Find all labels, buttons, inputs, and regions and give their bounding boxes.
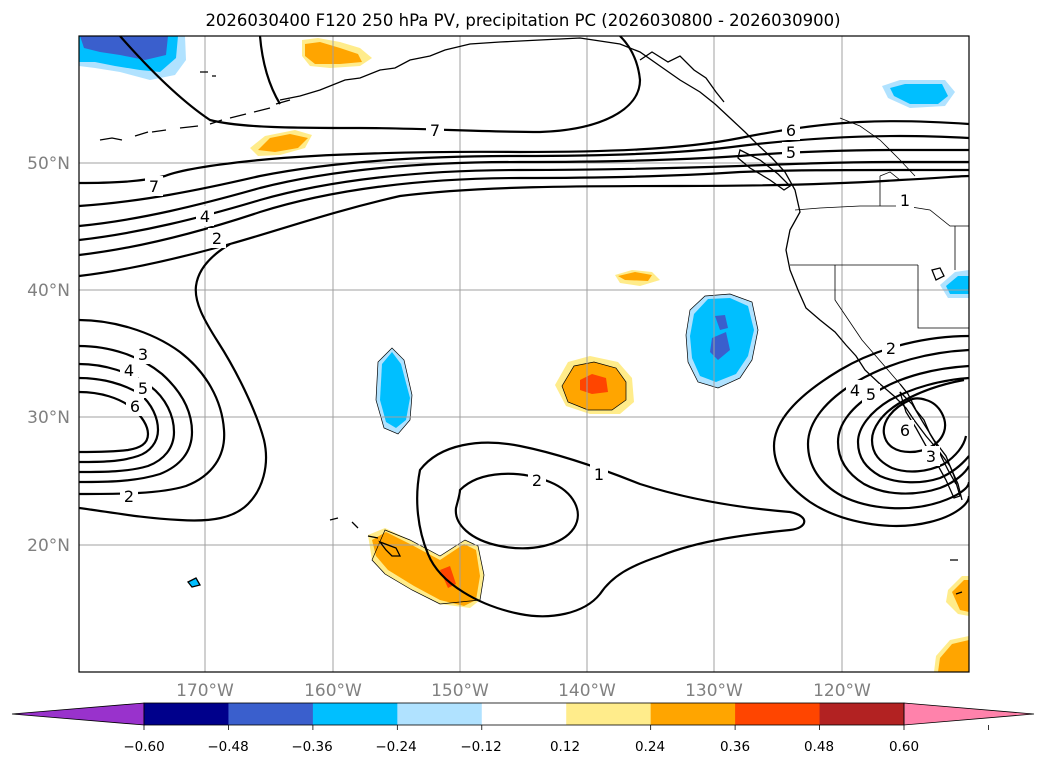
contour-label: 3 xyxy=(926,447,936,466)
colorbar-tick-label: −0.60 xyxy=(123,739,164,755)
colorbar-segment xyxy=(566,703,652,725)
colorbar-segment xyxy=(481,703,567,725)
lat-label: 30°N xyxy=(27,408,70,428)
coastlines xyxy=(99,37,963,595)
colorbar-tick-label: −0.12 xyxy=(460,739,501,755)
contour-labels: 4 2 7 7 6 5 1 3 4 5 6 2 1 2 2 4 5 6 3 xyxy=(120,120,940,506)
contour-label: 2 xyxy=(212,229,222,248)
latitude-labels: 50°N 40°N 30°N 20°N xyxy=(27,154,70,556)
colorbar-segment xyxy=(735,703,821,725)
contour-label: 2 xyxy=(886,339,896,358)
lon-label: 160°W xyxy=(304,681,362,701)
lon-label: 170°W xyxy=(176,681,234,701)
contour-label: 7 xyxy=(149,177,159,196)
contour-label: 1 xyxy=(900,191,910,210)
lat-label: 50°N xyxy=(27,154,70,174)
contour-label: 1 xyxy=(594,465,604,484)
contour-label: 2 xyxy=(124,487,134,506)
colorbar-frame xyxy=(143,702,905,726)
contour-label: 7 xyxy=(430,121,440,140)
colorbar-tick-label: −0.36 xyxy=(291,739,332,755)
colorbar-extend-left xyxy=(11,702,145,726)
lat-label: 40°N xyxy=(27,281,70,301)
map-title: 2026030400 F120 250 hPa PV, precipitatio… xyxy=(205,11,840,30)
colorbar-ticks: −0.60 −0.48 −0.36 −0.24 −0.12 0.12 0.24 … xyxy=(123,739,919,755)
colorbar-tick-label: 0.36 xyxy=(720,739,750,755)
colorbar-segment xyxy=(228,703,314,725)
lon-label: 130°W xyxy=(685,681,743,701)
contour-label: 2 xyxy=(532,471,542,490)
contour-label: 5 xyxy=(138,379,148,398)
contour-label: 5 xyxy=(866,385,876,404)
colorbar-tick-label: 0.12 xyxy=(550,739,580,755)
colorbar xyxy=(11,702,1035,730)
colorbar-segment xyxy=(397,703,483,725)
map-frame xyxy=(78,35,970,673)
contour-label: 6 xyxy=(130,397,140,416)
colorbar-tick-label: 0.60 xyxy=(889,739,919,755)
colorbar-segment xyxy=(819,703,905,725)
colorbar-tick-label: 0.48 xyxy=(804,739,834,755)
colorbar-segment xyxy=(312,703,398,725)
colorbar-extend-right xyxy=(903,702,1035,726)
contour-label: 4 xyxy=(200,207,210,226)
contour-label: 4 xyxy=(850,381,860,400)
colorbar-segment xyxy=(144,703,229,725)
contour-label: 4 xyxy=(124,361,134,380)
contour-label: 6 xyxy=(786,121,796,140)
lon-label: 150°W xyxy=(431,681,489,701)
contour-label: 6 xyxy=(900,421,910,440)
lon-label: 140°W xyxy=(558,681,616,701)
precip-outlines xyxy=(371,293,759,605)
colorbar-segment xyxy=(650,703,736,725)
map-area: 4 2 7 7 6 5 1 3 4 5 6 2 1 2 2 4 5 6 3 xyxy=(79,36,969,672)
contour-label: 3 xyxy=(138,345,148,364)
colorbar-tick-label: −0.48 xyxy=(207,739,248,755)
colorbar-tick-label: −0.24 xyxy=(375,739,416,755)
lon-label: 120°W xyxy=(813,681,871,701)
colorbar-tick-label: 0.24 xyxy=(635,739,665,755)
lat-label: 20°N xyxy=(27,536,70,556)
longitude-labels: 170°W 160°W 150°W 140°W 130°W 120°W xyxy=(176,681,871,701)
contour-label: 5 xyxy=(786,143,796,162)
